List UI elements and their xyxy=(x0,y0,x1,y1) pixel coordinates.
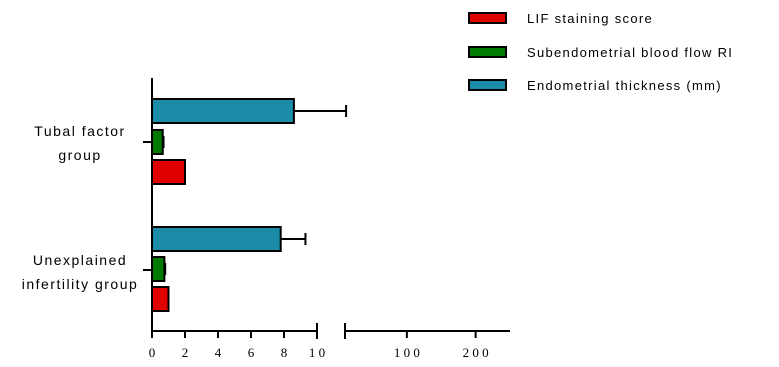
category-label: infertility group xyxy=(22,276,139,292)
bars xyxy=(151,98,348,312)
axes xyxy=(143,78,510,339)
bar xyxy=(151,226,282,252)
category-label: Tubal factor xyxy=(34,123,125,139)
legend-swatch xyxy=(468,79,507,91)
legend-swatch xyxy=(468,46,507,58)
legend-swatch xyxy=(468,12,507,24)
bar xyxy=(151,98,295,124)
x-tick-label: 2 xyxy=(182,345,189,360)
legend-label: LIF staining score xyxy=(527,11,653,26)
legend-label: Endometrial thickness (mm) xyxy=(527,78,722,93)
x-tick-label: 8 xyxy=(281,345,288,360)
legend-label: Subendometrial blood flow RI xyxy=(527,45,733,60)
category-label: Unexplained xyxy=(33,252,127,268)
bar xyxy=(151,286,170,312)
legend: LIF staining score Subendometrial blood f… xyxy=(468,11,733,93)
x-tick-label: 1 0 0 xyxy=(394,345,420,360)
x-tick-label: 2 0 0 xyxy=(463,345,489,360)
category-label: group xyxy=(58,147,101,163)
x-tick-label: 4 xyxy=(215,345,222,360)
bar xyxy=(151,129,164,155)
axis-labels: 0 2 4 6 8 1 0 1 0 0 2 0 0 Tubal factor group Unexp… xyxy=(22,123,489,360)
bar xyxy=(151,159,186,185)
bar xyxy=(151,256,166,282)
x-tick-label: 0 xyxy=(149,345,156,360)
x-tick-label: 1 0 xyxy=(309,345,325,360)
x-tick-label: 6 xyxy=(248,345,255,360)
